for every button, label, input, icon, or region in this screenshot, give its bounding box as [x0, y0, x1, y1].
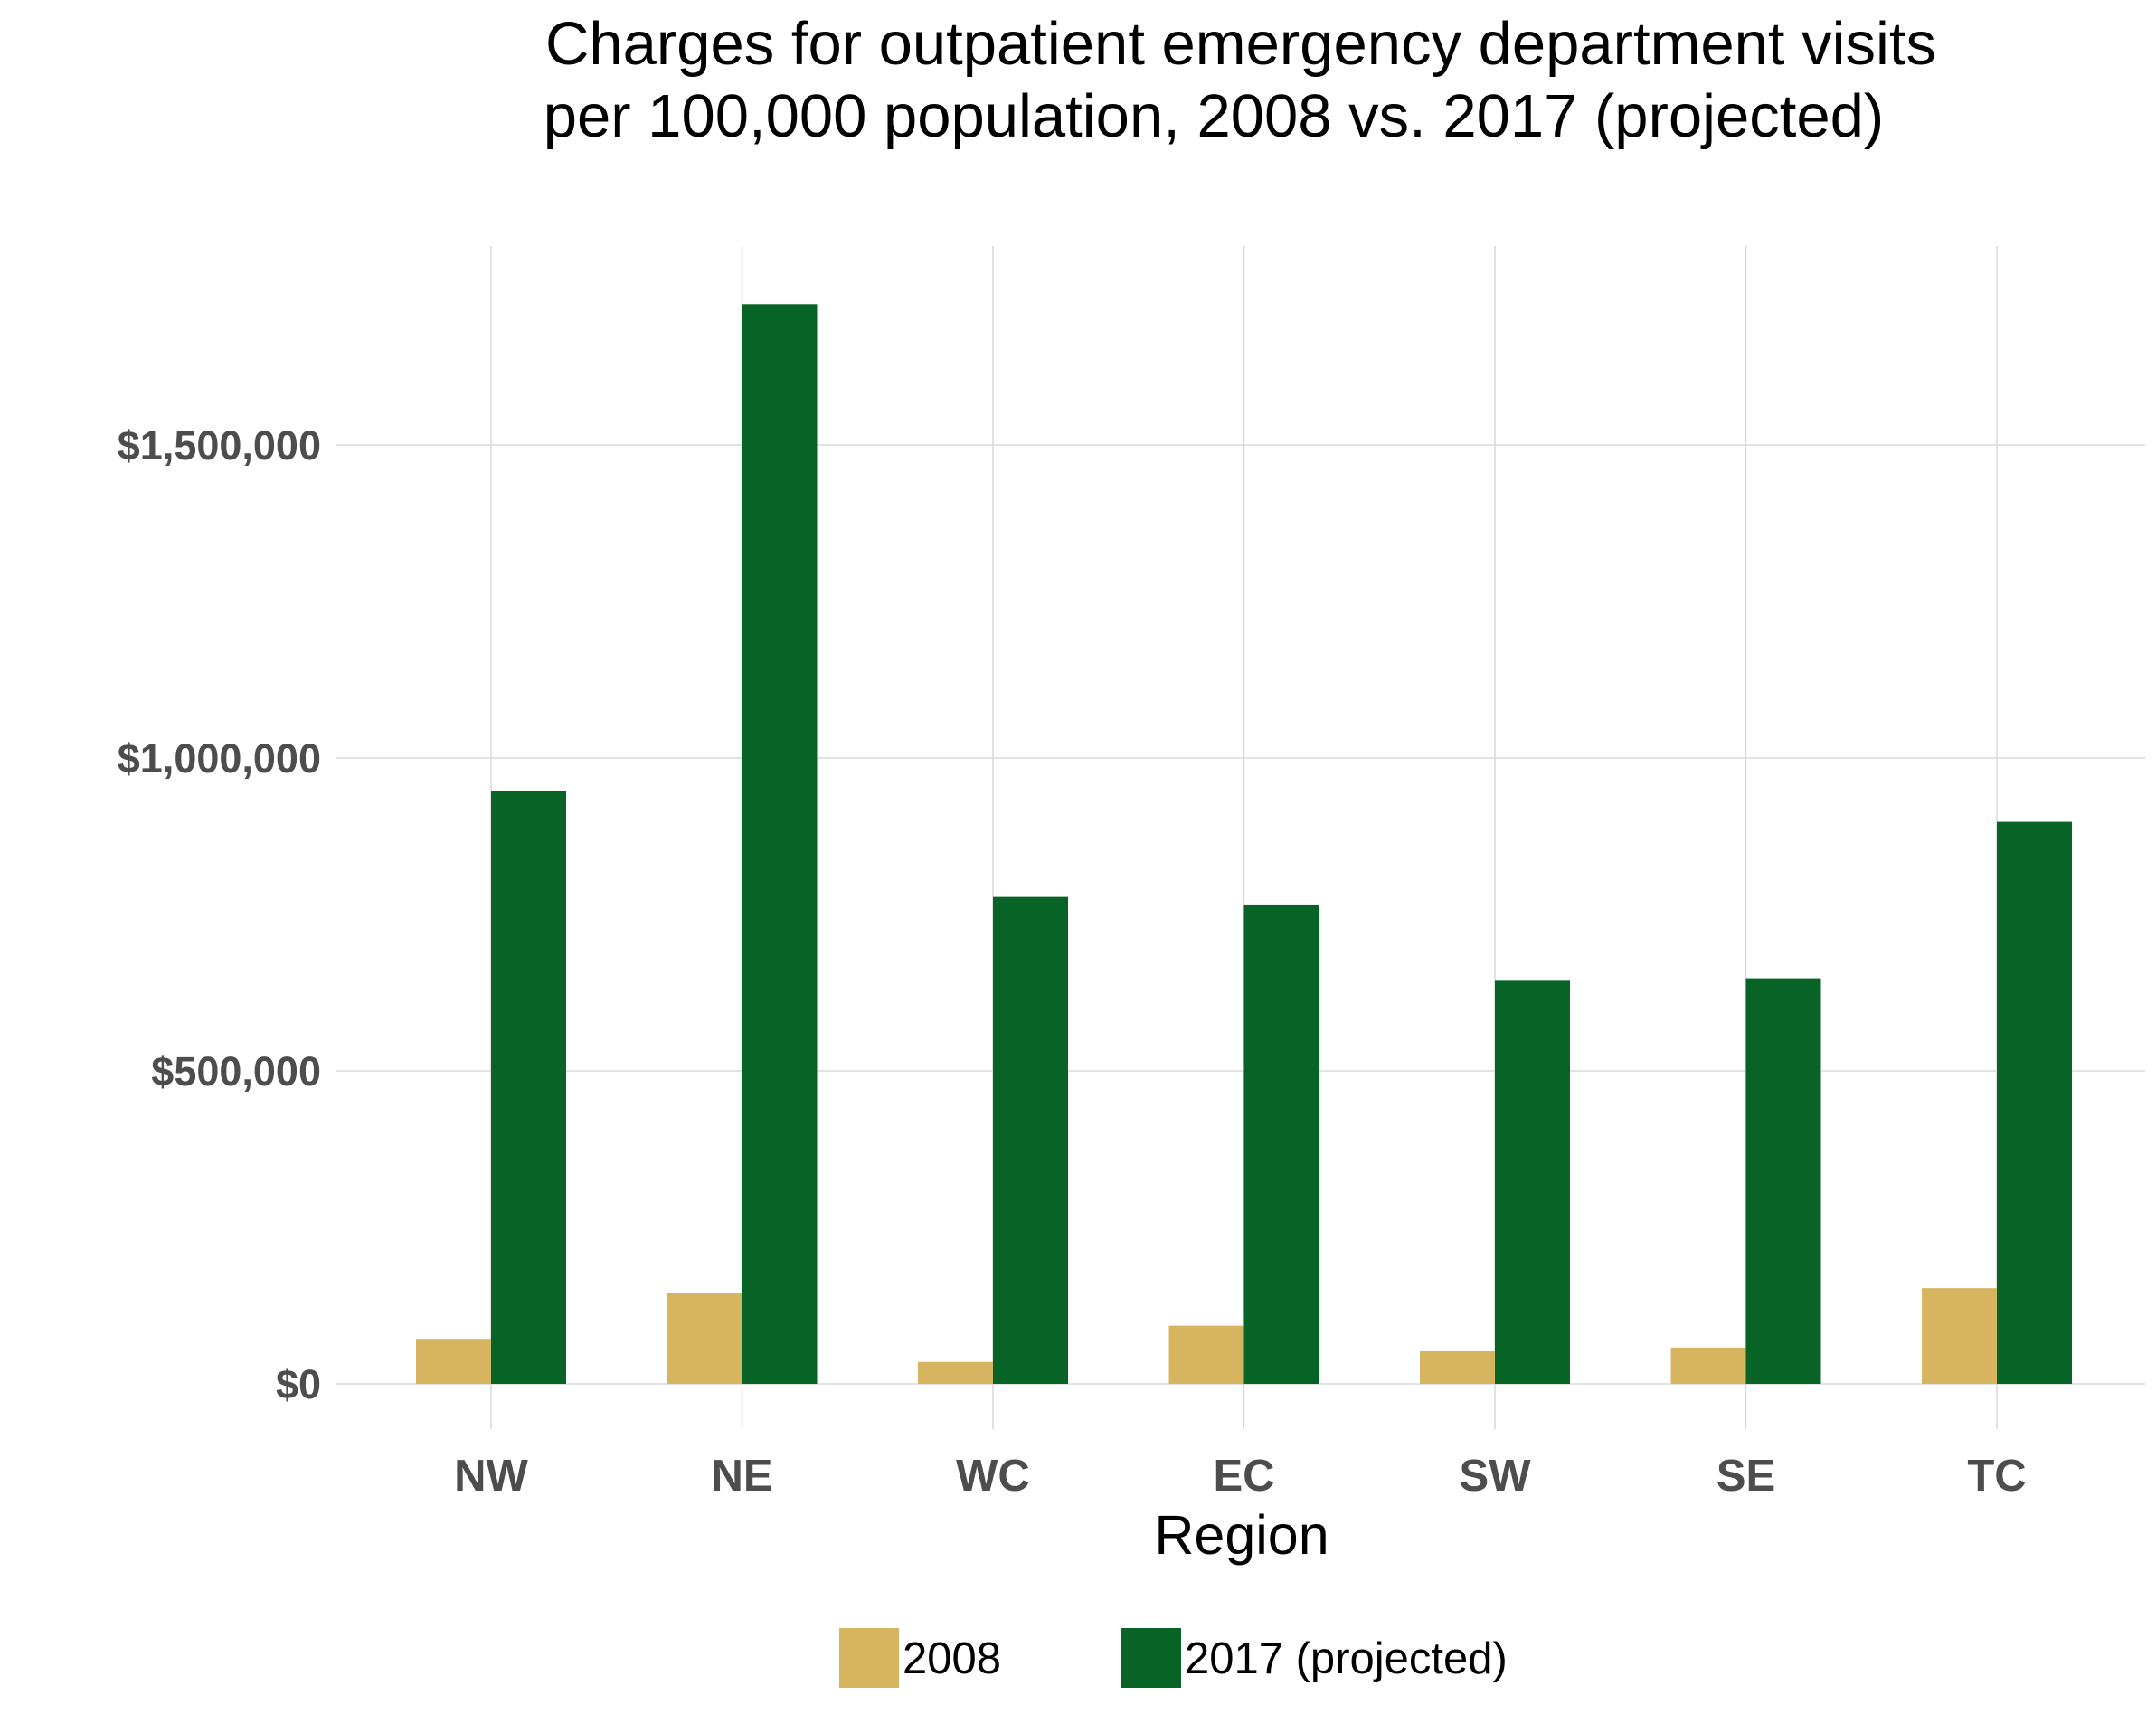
bar-ec-series-1 [1168, 1325, 1244, 1384]
x-tick-label: EC [1213, 1452, 1274, 1501]
bar-sw-series-1 [1420, 1351, 1495, 1384]
legend: 2008 2017 (projected) [839, 1628, 1508, 1688]
x-tick-label: NE [711, 1452, 772, 1501]
bar-ne-series-2 [742, 304, 818, 1384]
grid [336, 246, 2145, 1429]
bar-tc-series-1 [1922, 1288, 1997, 1384]
bar-nw-series-1 [416, 1339, 491, 1384]
bar-ne-series-1 [667, 1293, 742, 1384]
bar-se-series-1 [1670, 1347, 1746, 1384]
bar-ec-series-2 [1243, 904, 1319, 1384]
bar-wc-series-2 [993, 896, 1068, 1384]
x-axis-ticks: NW NE WC EC SW SE TC [454, 1452, 2026, 1501]
x-tick-label: TC [1967, 1452, 2026, 1501]
legend-label: 2017 (projected) [1185, 1634, 1508, 1683]
chart-title-line-1: Charges for outpatient emergency departm… [544, 10, 1937, 78]
y-tick-label: $0 [276, 1361, 321, 1407]
x-tick-label: SE [1716, 1452, 1775, 1501]
legend-swatch [839, 1628, 899, 1688]
legend-label: 2008 [903, 1634, 1001, 1683]
legend-swatch [1121, 1628, 1181, 1688]
chart-title-line-2: per 100,000 population, 2008 vs. 2017 (p… [543, 82, 1885, 150]
x-tick-label: SW [1460, 1452, 1532, 1501]
bar-tc-series-2 [1997, 821, 2072, 1384]
bar-sw-series-2 [1495, 980, 1570, 1384]
y-tick-label: $1,500,000 [118, 422, 321, 469]
y-axis-ticks: $0 $500,000 $1,000,000 $1,500,000 [118, 422, 321, 1407]
bars [416, 304, 2072, 1384]
x-tick-label: NW [454, 1452, 528, 1501]
y-tick-label: $1,000,000 [118, 735, 321, 781]
bar-wc-series-1 [918, 1361, 993, 1384]
bar-nw-series-2 [491, 790, 566, 1384]
x-axis-label: Region [1154, 1504, 1329, 1566]
bar-se-series-2 [1745, 978, 1821, 1384]
x-tick-label: WC [956, 1452, 1030, 1501]
y-tick-label: $500,000 [151, 1048, 321, 1094]
